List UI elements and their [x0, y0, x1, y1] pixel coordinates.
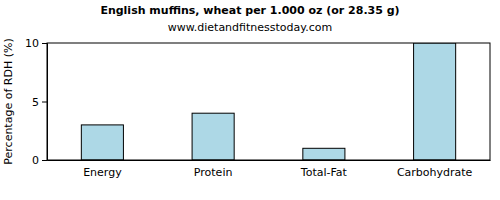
y-tick-mark	[42, 160, 47, 161]
y-axis-title: Percentage of RDH (%)	[2, 38, 15, 164]
x-axis: Energy Protein Total-Fat Carbohydrate	[48, 160, 491, 179]
x-axis-line	[48, 160, 491, 161]
y-tick: 5	[32, 96, 47, 109]
y-axis: 0 5 10	[25, 37, 48, 167]
bar	[192, 113, 234, 160]
x-tick-label: Total-Fat	[300, 166, 348, 179]
bar	[303, 148, 345, 160]
y-tick-mark	[42, 102, 47, 103]
plot-frame	[47, 43, 490, 160]
bar	[81, 125, 123, 160]
x-tick-label: Carbohydrate	[397, 166, 473, 179]
y-tick-mark	[42, 43, 47, 44]
bar	[414, 43, 456, 160]
x-tick-label: Protein	[194, 166, 233, 179]
y-tick-label: 5	[32, 96, 39, 109]
x-tick-label: Energy	[83, 166, 122, 179]
y-tick-label: 0	[32, 154, 39, 167]
y-tick: 0	[32, 154, 47, 167]
x-tick: Total-Fat	[300, 160, 348, 179]
x-tick: Carbohydrate	[397, 160, 473, 179]
subtitle: www.dietandfitnesstoday.com	[168, 21, 332, 34]
bars	[81, 43, 455, 160]
y-tick: 10	[25, 37, 47, 50]
y-axis-line	[42, 44, 48, 161]
x-tick: Energy	[83, 160, 122, 179]
y-tick-label: 10	[25, 37, 39, 50]
x-tick: Protein	[194, 160, 233, 179]
chart: English muffins, wheat per 1.000 oz (or …	[0, 0, 500, 200]
title: English muffins, wheat per 1.000 oz (or …	[100, 4, 399, 17]
